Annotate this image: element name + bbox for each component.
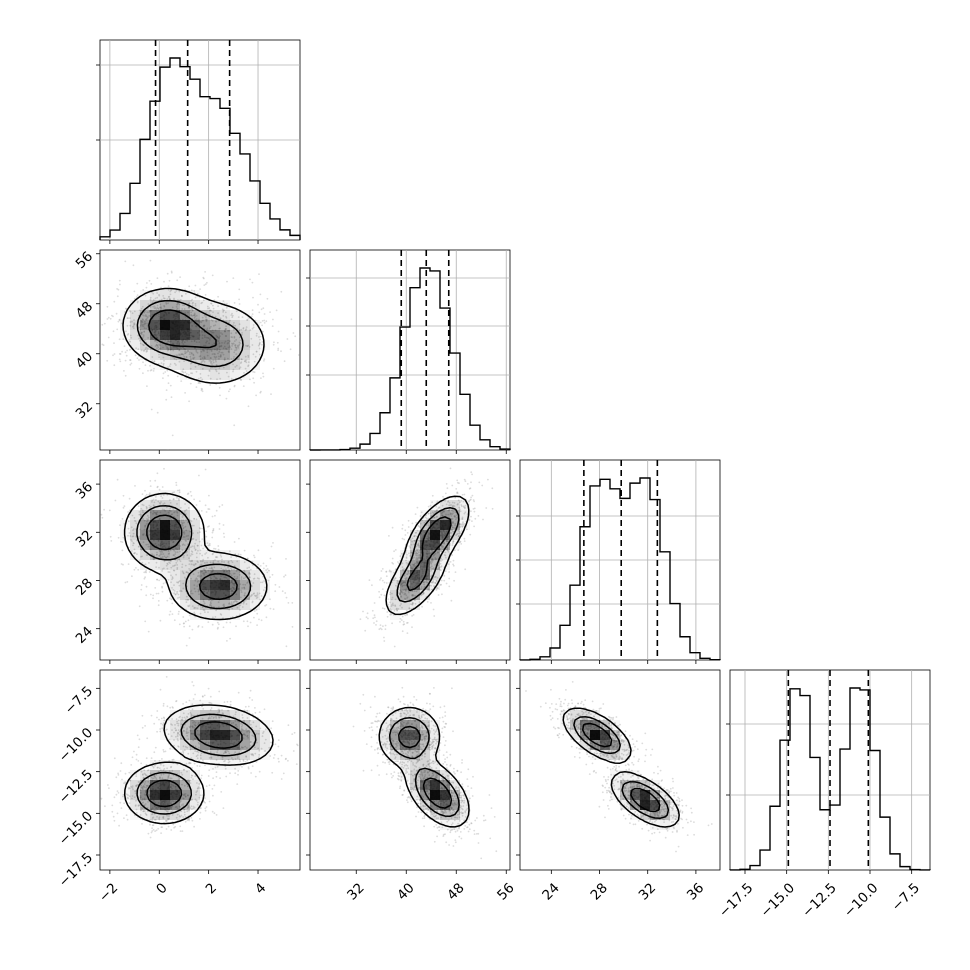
contour-level-0 — [122, 287, 265, 384]
histogram-panel-2 — [516, 459, 721, 664]
panel-frame — [519, 669, 721, 871]
contour-level-1 — [573, 715, 670, 820]
y-tick-label: 32 — [73, 527, 96, 550]
panel-frame — [309, 459, 511, 661]
y-tick-label: 24 — [73, 624, 96, 647]
contour-level-1 — [388, 716, 460, 818]
x-tick-label: 36 — [684, 880, 707, 903]
x-tick-label: −2 — [96, 880, 121, 905]
contour-level-0 — [378, 706, 470, 828]
panel-frame — [99, 459, 301, 661]
scatter-panel-2-1 — [306, 459, 511, 664]
contour-level-2 — [148, 309, 217, 349]
x-tick-label: 28 — [587, 880, 610, 903]
y-tick-label: −7.5 — [62, 683, 96, 717]
histogram-2 — [519, 477, 721, 661]
contour-level-0 — [562, 707, 680, 828]
y-tick-label: 32 — [73, 399, 96, 422]
x-tick-label: −12.5 — [799, 880, 840, 921]
scatter-panel-2-0 — [96, 459, 301, 664]
histogram-1 — [309, 267, 511, 451]
contour-level-2 — [146, 514, 238, 600]
y-tick-label: −12.5 — [56, 767, 97, 808]
histogram-panel-1 — [306, 249, 511, 454]
x-tick-label: 0 — [153, 880, 170, 897]
x-tick-label: 48 — [444, 880, 467, 903]
x-tick-label: 32 — [344, 880, 367, 903]
y-tick-label: −10.0 — [56, 725, 97, 766]
y-tick-label: 28 — [73, 575, 96, 598]
panel-frame — [309, 669, 511, 871]
y-tick-label: −17.5 — [56, 850, 97, 891]
x-tick-label: −15.0 — [758, 880, 799, 921]
y-tick-label: −15.0 — [56, 808, 97, 849]
y-tick-label: 40 — [73, 349, 96, 372]
panel-frame — [309, 249, 511, 451]
x-tick-label: 24 — [539, 880, 562, 903]
contour-level-1 — [396, 506, 460, 603]
y-tick-label: 48 — [73, 299, 96, 322]
histogram-panel-3 — [726, 669, 931, 874]
contour-level-1 — [136, 504, 252, 610]
scatter-panel-3-0 — [96, 669, 301, 874]
panel-frame — [99, 669, 301, 871]
contour-level-2 — [398, 725, 453, 809]
scatter-panel-3-1 — [306, 669, 511, 874]
contour-level-0 — [123, 704, 274, 825]
histogram-0 — [99, 57, 301, 240]
x-tick-label: −10.0 — [841, 880, 882, 921]
y-tick-label: 36 — [73, 479, 96, 502]
x-tick-label: 32 — [636, 880, 659, 903]
x-tick-label: −17.5 — [716, 880, 757, 921]
x-tick-label: 4 — [252, 880, 269, 897]
scatter-panel-1-0 — [96, 249, 301, 454]
x-tick-label: 2 — [203, 880, 220, 897]
contour-level-1 — [136, 713, 257, 815]
histogram-panel-0 — [96, 39, 301, 244]
y-tick-label: 56 — [73, 249, 96, 272]
contour-level-2 — [581, 722, 661, 813]
x-tick-label: −7.5 — [889, 880, 923, 914]
x-tick-label: 56 — [494, 880, 517, 903]
contour-level-0 — [123, 492, 268, 621]
x-tick-label: 40 — [394, 880, 417, 903]
contour-level-2 — [406, 516, 452, 592]
histogram-3 — [729, 687, 931, 871]
contour-level-1 — [136, 299, 244, 368]
contour-level-0 — [385, 495, 470, 616]
panels — [96, 39, 931, 874]
contour-level-2 — [146, 721, 243, 808]
scatter-panel-3-2 — [516, 669, 721, 874]
